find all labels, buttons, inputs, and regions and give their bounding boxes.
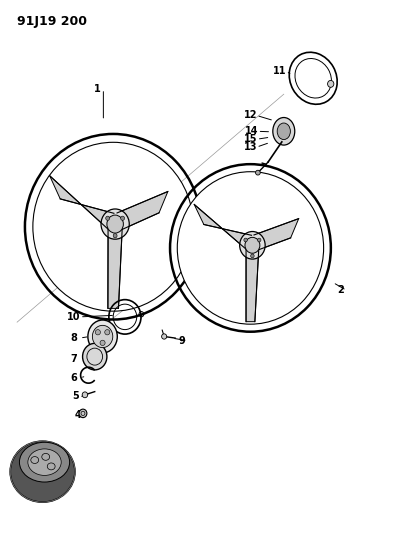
Text: 15: 15 bbox=[244, 134, 258, 144]
Ellipse shape bbox=[88, 320, 117, 353]
Text: 8: 8 bbox=[71, 333, 77, 343]
Ellipse shape bbox=[120, 216, 124, 220]
Ellipse shape bbox=[106, 216, 110, 220]
Text: 91J19 200: 91J19 200 bbox=[17, 14, 87, 28]
Ellipse shape bbox=[28, 449, 61, 475]
Text: 13: 13 bbox=[244, 142, 257, 152]
Ellipse shape bbox=[105, 329, 110, 335]
Ellipse shape bbox=[107, 215, 123, 233]
Ellipse shape bbox=[277, 123, 290, 140]
Ellipse shape bbox=[251, 254, 254, 258]
Text: 14: 14 bbox=[245, 126, 258, 136]
Ellipse shape bbox=[101, 209, 129, 239]
Text: 7: 7 bbox=[71, 354, 77, 364]
Ellipse shape bbox=[82, 392, 88, 398]
Text: 4: 4 bbox=[75, 410, 81, 420]
Polygon shape bbox=[246, 248, 259, 321]
Ellipse shape bbox=[33, 142, 194, 311]
Ellipse shape bbox=[10, 441, 75, 502]
Ellipse shape bbox=[92, 325, 113, 348]
Text: 9: 9 bbox=[179, 336, 185, 346]
Polygon shape bbox=[117, 191, 168, 230]
Polygon shape bbox=[194, 204, 252, 250]
Text: 6: 6 bbox=[71, 373, 77, 383]
Ellipse shape bbox=[83, 343, 107, 370]
Ellipse shape bbox=[240, 231, 265, 259]
Ellipse shape bbox=[95, 329, 100, 335]
Polygon shape bbox=[254, 219, 299, 251]
Ellipse shape bbox=[244, 238, 247, 242]
Text: 11: 11 bbox=[273, 67, 287, 76]
Polygon shape bbox=[108, 228, 122, 309]
Ellipse shape bbox=[19, 442, 70, 482]
Ellipse shape bbox=[177, 172, 324, 324]
Ellipse shape bbox=[256, 170, 260, 175]
Ellipse shape bbox=[79, 409, 87, 418]
Text: 12: 12 bbox=[244, 110, 257, 120]
Text: 1: 1 bbox=[94, 84, 101, 94]
Ellipse shape bbox=[113, 233, 117, 238]
Text: 10: 10 bbox=[67, 312, 81, 322]
Ellipse shape bbox=[162, 334, 167, 339]
Ellipse shape bbox=[100, 340, 105, 345]
Ellipse shape bbox=[245, 237, 260, 253]
Text: 5: 5 bbox=[73, 391, 79, 401]
Ellipse shape bbox=[258, 238, 261, 242]
Text: 2: 2 bbox=[337, 285, 344, 295]
Text: 3: 3 bbox=[39, 487, 46, 497]
Polygon shape bbox=[50, 176, 114, 230]
Ellipse shape bbox=[273, 117, 295, 145]
Ellipse shape bbox=[327, 80, 334, 87]
